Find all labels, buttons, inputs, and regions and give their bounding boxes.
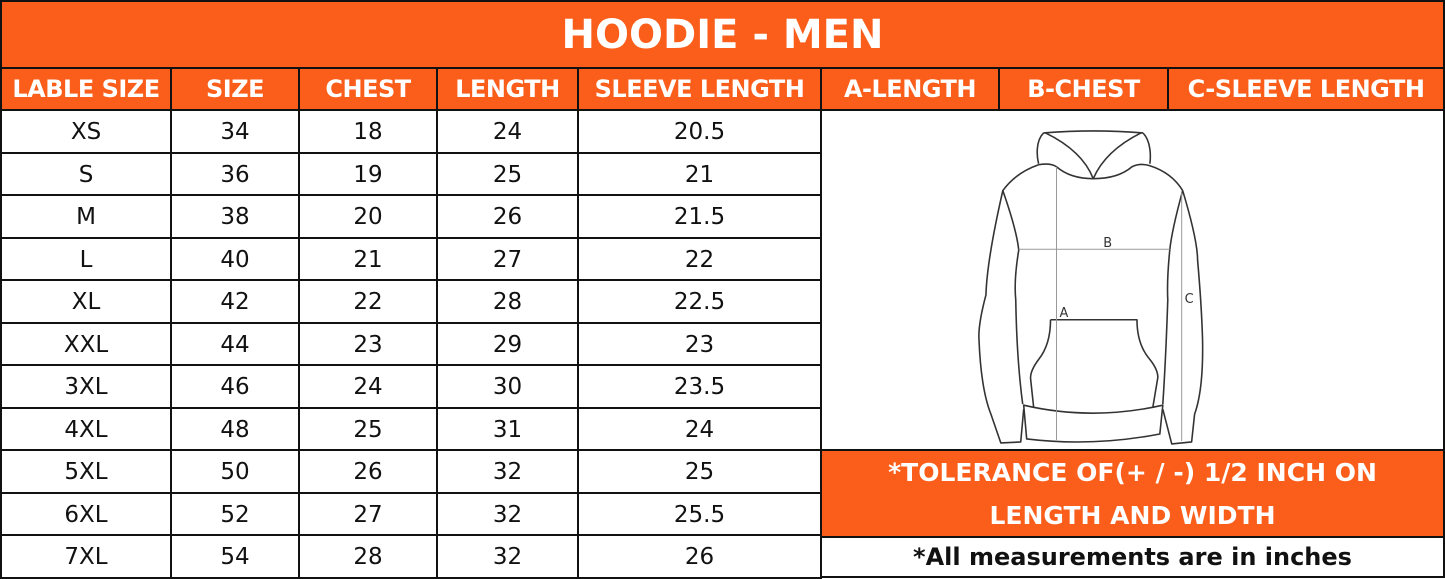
table-cell-length: 25 bbox=[436, 152, 579, 197]
table-cell-label-size: 5XL bbox=[0, 449, 172, 494]
table-cell-size: 36 bbox=[170, 152, 300, 197]
table-cell-label-size: 6XL bbox=[0, 492, 172, 537]
column-header-size: SIZE bbox=[170, 67, 300, 111]
table-cell-label-size: XS bbox=[0, 109, 172, 154]
table-cell-chest: 19 bbox=[298, 152, 438, 197]
table-cell-size: 34 bbox=[170, 109, 300, 154]
table-cell-label-size: 7XL bbox=[0, 534, 172, 579]
table-cell-sleeve-length: 21.5 bbox=[577, 194, 822, 239]
table-cell-size: 42 bbox=[170, 279, 300, 324]
table-cell-label-size: 3XL bbox=[0, 364, 172, 409]
table-cell-length: 26 bbox=[436, 194, 579, 239]
table-cell-sleeve-length: 22 bbox=[577, 237, 822, 282]
table-cell-sleeve-length: 20.5 bbox=[577, 109, 822, 154]
table-cell-length: 30 bbox=[436, 364, 579, 409]
table-cell-sleeve-length: 23.5 bbox=[577, 364, 822, 409]
table-cell-sleeve-length: 22.5 bbox=[577, 279, 822, 324]
chart-title: HOODIE - MEN bbox=[0, 0, 1445, 69]
table-cell-length: 31 bbox=[436, 407, 579, 452]
table-cell-chest: 27 bbox=[298, 492, 438, 537]
table-cell-chest: 24 bbox=[298, 364, 438, 409]
table-cell-chest: 23 bbox=[298, 322, 438, 367]
table-cell-label-size: L bbox=[0, 237, 172, 282]
table-cell-size: 54 bbox=[170, 534, 300, 579]
table-cell-size: 48 bbox=[170, 407, 300, 452]
table-cell-chest: 25 bbox=[298, 407, 438, 452]
table-cell-chest: 22 bbox=[298, 279, 438, 324]
table-cell-chest: 28 bbox=[298, 534, 438, 579]
diagram-header-1: B-CHEST bbox=[998, 67, 1169, 111]
column-header-sleeve-length: SLEEVE LENGTH bbox=[577, 67, 822, 111]
table-cell-label-size: XL bbox=[0, 279, 172, 324]
column-header-chest: CHEST bbox=[298, 67, 438, 111]
label-a: A bbox=[1059, 306, 1068, 321]
table-cell-sleeve-length: 25.5 bbox=[577, 492, 822, 537]
table-cell-label-size: S bbox=[0, 152, 172, 197]
table-cell-sleeve-length: 24 bbox=[577, 407, 822, 452]
measurement-unit-note: *All measurements are in inches bbox=[820, 536, 1445, 578]
table-cell-label-size: XXL bbox=[0, 322, 172, 367]
label-b: B bbox=[1103, 236, 1112, 251]
column-header-label-size: LABLE SIZE bbox=[0, 67, 172, 111]
table-cell-label-size: 4XL bbox=[0, 407, 172, 452]
column-header-length: LENGTH bbox=[436, 67, 579, 111]
table-cell-size: 52 bbox=[170, 492, 300, 537]
table-cell-size: 46 bbox=[170, 364, 300, 409]
table-cell-sleeve-length: 23 bbox=[577, 322, 822, 367]
table-cell-length: 32 bbox=[436, 449, 579, 494]
table-cell-size: 40 bbox=[170, 237, 300, 282]
table-cell-length: 32 bbox=[436, 534, 579, 579]
table-cell-size: 44 bbox=[170, 322, 300, 367]
table-cell-sleeve-length: 25 bbox=[577, 449, 822, 494]
diagram-header-0: A-LENGTH bbox=[820, 67, 1000, 111]
diagram-header-2: C-SLEEVE LENGTH bbox=[1167, 67, 1445, 111]
table-cell-length: 32 bbox=[436, 492, 579, 537]
table-cell-label-size: M bbox=[0, 194, 172, 239]
table-cell-sleeve-length: 26 bbox=[577, 534, 822, 579]
table-cell-chest: 18 bbox=[298, 109, 438, 154]
hoodie-icon: B A C bbox=[978, 130, 1204, 445]
table-cell-chest: 26 bbox=[298, 449, 438, 494]
table-cell-chest: 21 bbox=[298, 237, 438, 282]
table-cell-length: 27 bbox=[436, 237, 579, 282]
table-cell-size: 50 bbox=[170, 449, 300, 494]
hoodie-diagram: B A C bbox=[820, 109, 1445, 451]
tolerance-note: *TOLERANCE OF(+ / -) 1/2 INCH ON LENGTH … bbox=[820, 449, 1445, 538]
table-cell-chest: 20 bbox=[298, 194, 438, 239]
table-cell-length: 28 bbox=[436, 279, 579, 324]
table-cell-length: 24 bbox=[436, 109, 579, 154]
label-c: C bbox=[1185, 292, 1194, 307]
table-cell-sleeve-length: 21 bbox=[577, 152, 822, 197]
table-cell-size: 38 bbox=[170, 194, 300, 239]
table-cell-length: 29 bbox=[436, 322, 579, 367]
